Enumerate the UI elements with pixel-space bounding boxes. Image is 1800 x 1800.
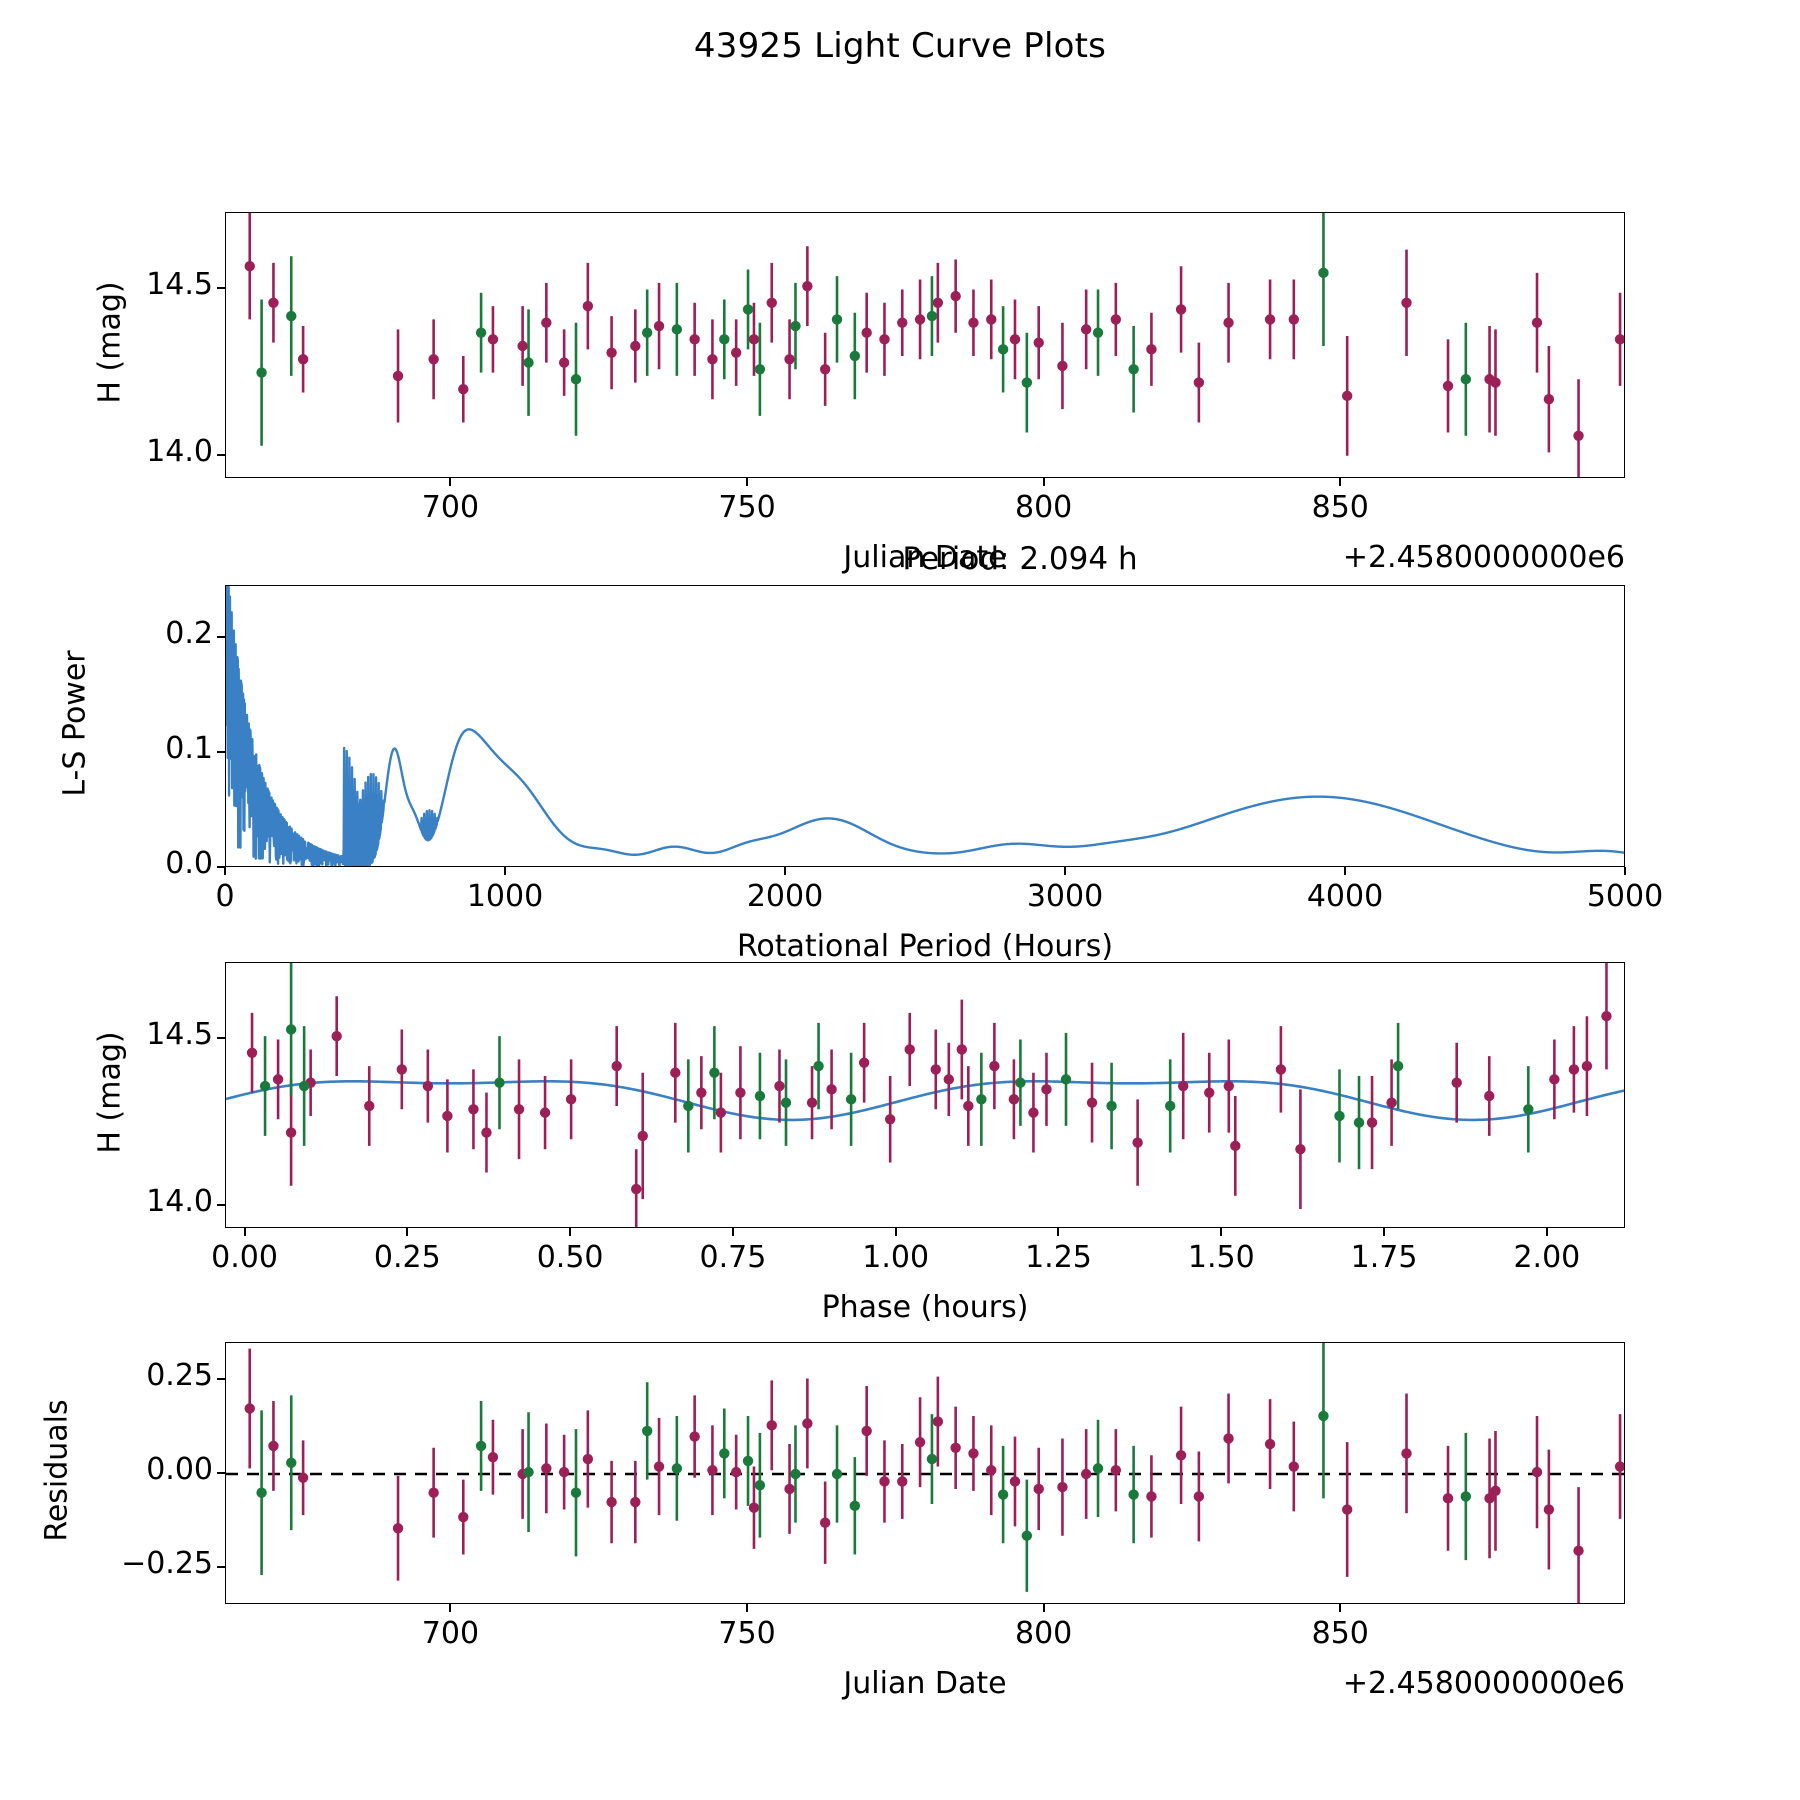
- x-tick-label: 700: [421, 1616, 480, 1651]
- y-tick-label: 0.25: [146, 1358, 213, 1394]
- y-tick-label: 14.0: [146, 433, 213, 469]
- figure-title: 43925 Light Curve Plots: [693, 26, 1107, 66]
- tick-mark: [569, 1228, 572, 1236]
- x-tick-label: 1.50: [1187, 1240, 1255, 1275]
- tick-mark: [894, 1228, 897, 1236]
- x-tick-label: 750: [718, 490, 776, 525]
- tick-mark: [1057, 1228, 1060, 1236]
- tick-mark: [1624, 867, 1626, 875]
- x-tick-label: 0.25: [373, 1240, 441, 1275]
- tick-mark: [1064, 867, 1066, 875]
- x-tick-label: 850: [1311, 490, 1369, 525]
- tick-mark: [746, 1604, 749, 1612]
- x-tick-label: 750: [718, 1616, 776, 1651]
- x-tick-label: 0.50: [536, 1240, 604, 1275]
- periodogram-line: [226, 586, 1624, 866]
- panel-residuals: [225, 1342, 1625, 1604]
- x-tick-label: 5000: [1586, 879, 1664, 914]
- x-tick-label: 3000: [1026, 879, 1104, 914]
- y-tick-label: 0.00: [146, 1452, 213, 1487]
- series-series_a: [244, 213, 1624, 477]
- x-tick-label: 2.00: [1513, 1240, 1581, 1275]
- panel4-x-offset-label: +2.4580000000e6: [1342, 1666, 1625, 1701]
- y-tick-label: 14.0: [146, 1183, 213, 1219]
- periodogram-plot-area: [226, 586, 1624, 866]
- tick-mark: [1042, 1604, 1045, 1612]
- tick-mark: [217, 1378, 225, 1381]
- x-tick-label: 1.25: [1025, 1240, 1092, 1275]
- y-tick-label: −0.25: [121, 1545, 213, 1581]
- x-tick-label: 700: [421, 490, 480, 525]
- tick-mark: [217, 866, 225, 868]
- x-tick-label: 0.00: [211, 1240, 278, 1275]
- series-series_b: [256, 213, 1472, 446]
- panel3-x-axis-label: Phase (hours): [821, 1290, 1029, 1325]
- tick-mark: [1339, 478, 1342, 486]
- tick-mark: [1220, 1228, 1223, 1236]
- x-tick-label: 2000: [746, 879, 824, 914]
- tick-mark: [224, 867, 226, 875]
- tick-mark: [1344, 867, 1346, 875]
- y-tick-label: 0.1: [165, 730, 213, 766]
- tick-mark: [449, 1604, 452, 1612]
- tick-mark: [784, 867, 786, 875]
- x-tick-label: 4000: [1306, 879, 1384, 914]
- tick-mark: [746, 478, 749, 486]
- tick-mark: [217, 1203, 225, 1206]
- tick-mark: [731, 1228, 734, 1236]
- tick-mark: [1383, 1228, 1386, 1236]
- tick-mark: [217, 635, 225, 638]
- y-tick-label: 14.5: [146, 267, 213, 303]
- light-curve-plot-area: [244, 213, 1624, 477]
- y-tick-label: 0.0: [165, 846, 213, 881]
- x-tick-label: 1000: [466, 879, 544, 914]
- series-series_b: [256, 1343, 1472, 1592]
- x-tick-label: 0.75: [699, 1240, 767, 1275]
- tick-mark: [217, 1565, 225, 1568]
- tick-mark: [217, 453, 225, 456]
- tick-mark: [406, 1228, 409, 1236]
- tick-mark: [1042, 478, 1045, 486]
- period-annotation: Period: 2.094 h: [902, 541, 1138, 577]
- residuals-plot-area: [226, 1343, 1624, 1603]
- tick-mark: [1545, 1228, 1548, 1236]
- x-tick-label: 800: [1015, 1616, 1073, 1651]
- tick-mark: [1339, 1604, 1342, 1612]
- panel4-x-axis-label: Julian Date: [843, 1666, 1007, 1701]
- tick-mark: [217, 750, 225, 753]
- tick-mark: [449, 478, 452, 486]
- tick-mark: [217, 1037, 225, 1040]
- x-tick-label: 1.75: [1350, 1240, 1418, 1275]
- panel-light-curve: [225, 212, 1625, 478]
- panel1-x-offset-label: +2.4580000000e6: [1342, 540, 1625, 575]
- panel-periodogram: [225, 585, 1625, 867]
- y-tick-label: 14.5: [146, 1017, 213, 1053]
- x-tick-label: 800: [1015, 490, 1073, 525]
- tick-mark: [217, 1472, 225, 1474]
- x-tick-label: 0: [215, 879, 235, 914]
- tick-mark: [217, 287, 225, 290]
- panel2-x-axis-label: Rotational Period (Hours): [736, 929, 1114, 964]
- series-series_a: [246, 963, 1612, 1227]
- tick-mark: [504, 867, 506, 875]
- y-tick-label: 0.2: [165, 615, 213, 651]
- x-tick-label: 1.00: [862, 1240, 930, 1275]
- series-series_a: [244, 1348, 1624, 1603]
- tick-mark: [243, 1228, 246, 1236]
- panel-phase-folded: [225, 962, 1625, 1228]
- panel1-x-axis-label: Julian Date: [843, 540, 1007, 575]
- phase-folded-plot-area: [226, 963, 1624, 1227]
- series-series_b: [259, 963, 1534, 1170]
- x-tick-label: 850: [1311, 1616, 1369, 1651]
- model-fit-line: [226, 1080, 1624, 1122]
